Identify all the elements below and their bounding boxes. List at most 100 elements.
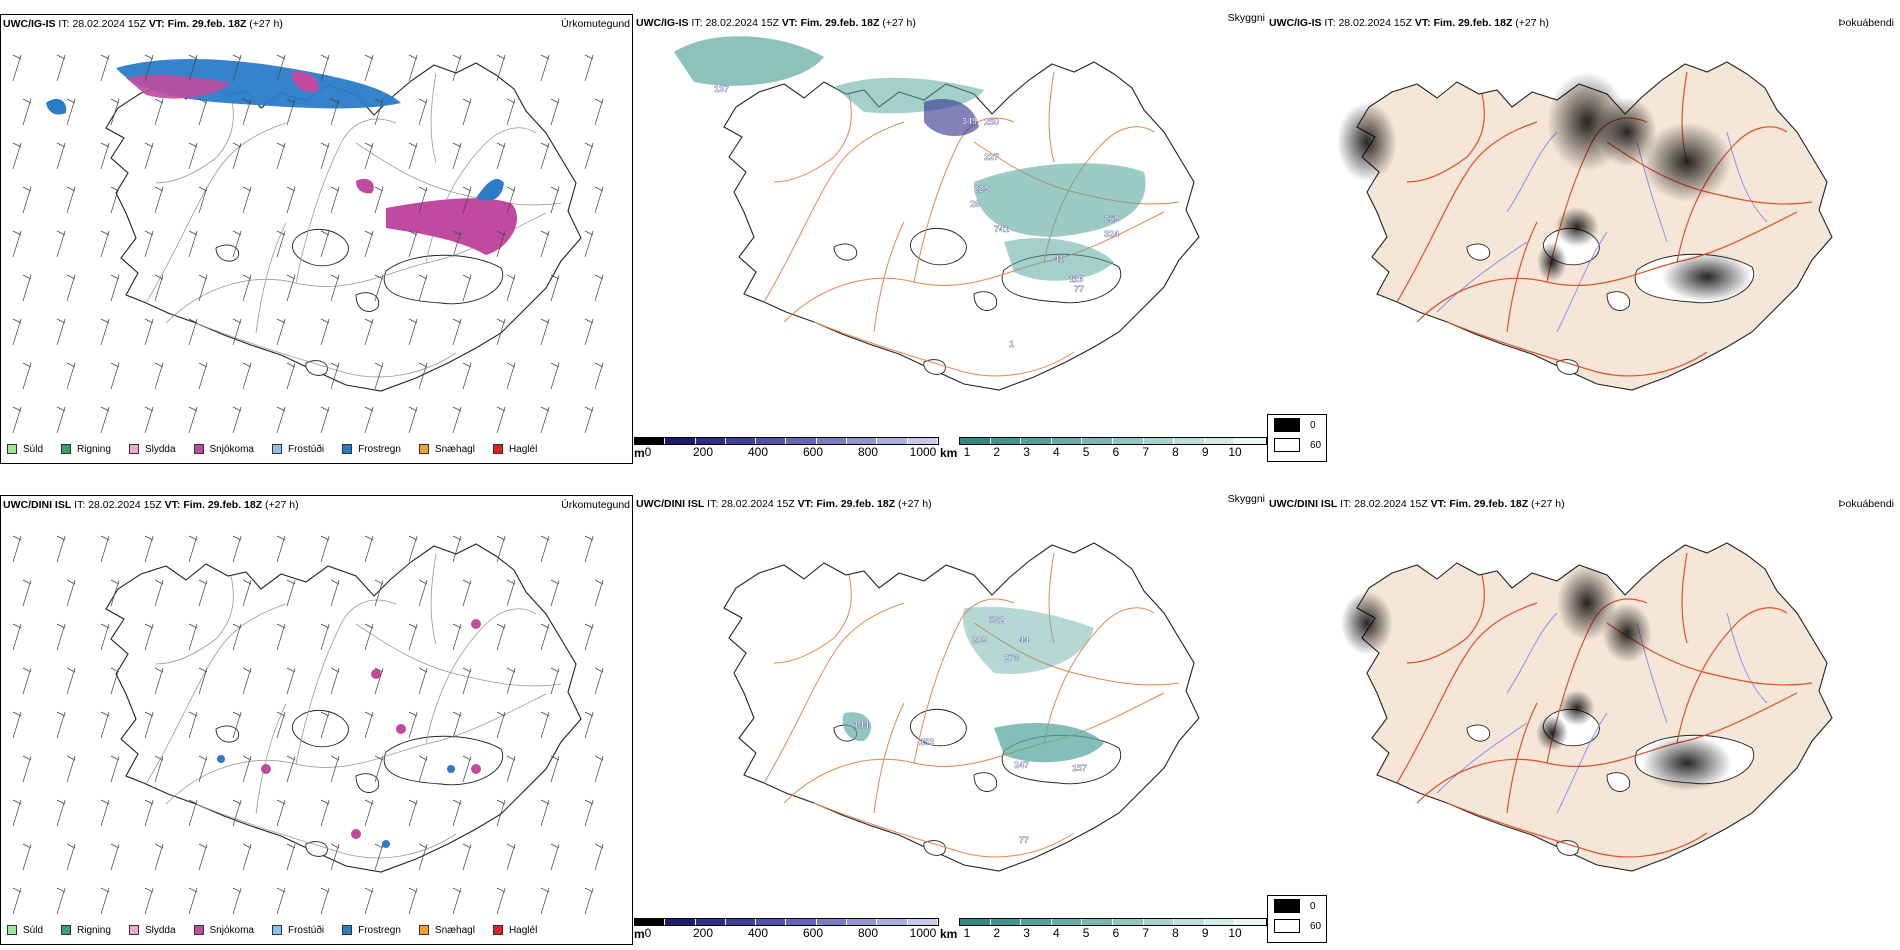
glacier-outline — [923, 840, 946, 856]
colorbar-tick: 2 — [993, 445, 1001, 459]
fog-panel-bottom: UWC/DINI ISL IT: 28.02.2024 15Z VT: Fim.… — [1267, 495, 1900, 945]
road-line — [913, 117, 1015, 283]
colorbar-tick: 10 — [1228, 445, 1242, 459]
wind-barb — [154, 579, 164, 607]
wind-barb — [56, 318, 66, 346]
legend-swatch — [418, 444, 429, 454]
legend-item: Frostúði — [271, 925, 324, 936]
road-line — [783, 692, 1165, 804]
wind-barb — [594, 274, 604, 302]
road-line — [1043, 607, 1155, 744]
wind-barb — [198, 98, 208, 126]
wind-barb — [242, 843, 252, 871]
wind-barb — [320, 142, 330, 170]
river-line — [1506, 612, 1558, 694]
wind-barb — [540, 318, 550, 346]
wind-barb — [540, 623, 550, 651]
wind-barb — [418, 274, 428, 302]
wind-barb — [110, 274, 120, 302]
road-line — [873, 221, 905, 333]
visibility-label: 259 — [1104, 214, 1119, 224]
wind-barb — [540, 535, 550, 563]
road-line — [145, 603, 287, 785]
wind-barb — [12, 887, 22, 915]
wind-barb — [66, 98, 76, 126]
fog-index-area — [1602, 603, 1652, 663]
wind-barb — [408, 230, 418, 258]
glacier-outline — [973, 291, 998, 311]
road-line — [1406, 574, 1485, 664]
legend-label: Snjókoma — [209, 443, 254, 455]
wind-barb — [66, 362, 76, 390]
colorbar-tick: 4 — [1052, 926, 1060, 940]
snow-area — [371, 669, 381, 679]
fog-legend-label: 60 — [1310, 439, 1322, 451]
wind-barb — [496, 535, 506, 563]
precip-map — [12, 54, 604, 434]
wind-barb — [276, 318, 286, 346]
colorbar-tick: 400 — [747, 926, 769, 940]
colorbar-segment — [635, 438, 666, 444]
glacier-outline — [1556, 359, 1579, 375]
panel-header: UWC/IG-IS IT: 28.02.2024 15Z VT: Fim. 29… — [634, 12, 1267, 32]
legend-label: Snæhagl — [434, 924, 475, 936]
visibility-label: 562 — [989, 615, 1004, 625]
road-line — [1396, 602, 1538, 784]
visibility-label: 227 — [984, 152, 999, 162]
wind-barb — [242, 362, 252, 390]
wind-barb — [22, 98, 32, 126]
road-line — [1048, 71, 1055, 163]
low-visibility-area — [674, 36, 824, 86]
wind-barb — [364, 142, 374, 170]
wind-barb — [286, 667, 296, 695]
wind-barb — [154, 362, 164, 390]
road-line — [763, 602, 905, 784]
wind-barb — [100, 142, 110, 170]
wind-barb — [232, 535, 242, 563]
height-color-row — [634, 437, 939, 445]
wind-barb — [188, 142, 198, 170]
wind-barb — [110, 667, 120, 695]
wind-barb — [584, 711, 594, 739]
wind-barb — [496, 623, 506, 651]
freezing-rain-area — [447, 765, 455, 773]
wind-barb — [198, 362, 208, 390]
wind-barb — [188, 887, 198, 915]
road-line — [1416, 211, 1798, 323]
legend-item: Slydda — [128, 444, 176, 455]
wind-barb — [56, 54, 66, 82]
visibility-label: 157 — [1072, 763, 1087, 773]
glacier-outline — [1606, 772, 1631, 792]
colorbar-tick: 200 — [692, 445, 714, 459]
road-line — [425, 608, 537, 745]
wind-barb — [408, 887, 418, 915]
colorbar-tick: 9 — [1201, 926, 1209, 940]
precip-map — [12, 535, 604, 915]
wind-barb — [56, 535, 66, 563]
wind-barb — [374, 98, 384, 126]
wind-barb — [22, 579, 32, 607]
visibility-label: 229 — [974, 184, 989, 194]
fog-index-area — [1536, 715, 1568, 751]
wind-barb — [540, 230, 550, 258]
wind-barb — [506, 98, 516, 126]
precip-type-panel-top: UWC/IG-IS IT: 28.02.2024 15Z VT: Fim. 29… — [0, 14, 633, 464]
wind-barb — [374, 667, 384, 695]
visibility-panel-bottom: UWC/DINI ISL IT: 28.02.2024 15Z VT: Fim.… — [634, 493, 1267, 945]
wind-barb — [66, 843, 76, 871]
wind-barb — [22, 362, 32, 390]
colorbar-segment — [725, 438, 757, 444]
panel-title: Úrkomutegund — [561, 18, 630, 30]
road-line — [295, 118, 397, 284]
wind-barb — [144, 230, 154, 258]
legend-swatch — [61, 444, 72, 454]
snow-area — [471, 764, 481, 774]
wind-barb — [144, 623, 154, 651]
wind-barb — [56, 711, 66, 739]
fog-index-area — [1662, 252, 1752, 302]
wind-barb — [276, 406, 286, 434]
colorbar-segment — [665, 438, 696, 444]
wind-barb — [594, 755, 604, 783]
wind-barb — [540, 54, 550, 82]
wind-barb — [330, 362, 340, 390]
